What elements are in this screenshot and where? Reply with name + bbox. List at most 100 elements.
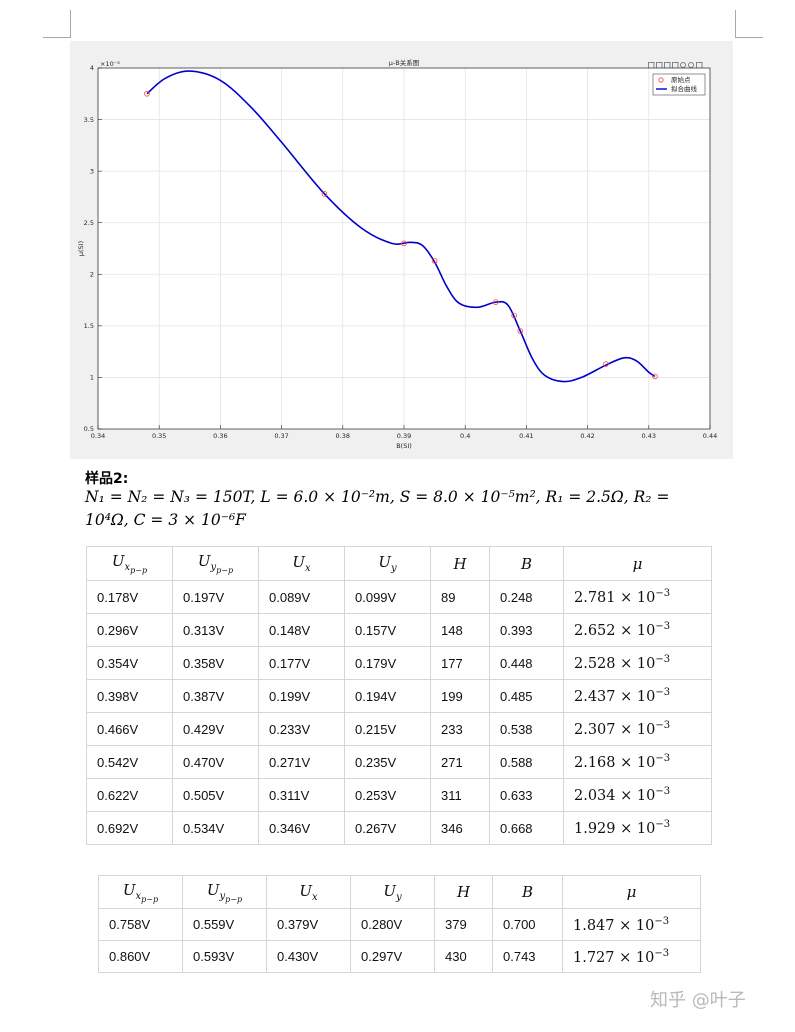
length-formula: L = 6.0 × 10⁻²m, — [260, 488, 395, 506]
mu-cell: 2.528 × 10−3 — [563, 646, 712, 680]
h-cell: 379 — [434, 908, 493, 941]
table-row: 0.758V 0.559V 0.379V 0.280V 379 0.700 1.847 × … — [98, 908, 701, 941]
datatip-icon[interactable] — [664, 62, 671, 69]
ux-cell: 0.089V — [258, 580, 345, 614]
raw-data-point — [652, 373, 658, 380]
y-tick-label: 1.5 — [84, 322, 94, 330]
x-tick-label: 0.36 — [213, 432, 227, 440]
x-axis-label: B(SI) — [396, 442, 412, 450]
raw-data-point — [603, 361, 609, 367]
uy-cell: 0.297V — [350, 940, 435, 973]
raw-data-point — [492, 299, 499, 305]
uy-pp-cell: 0.559V — [182, 908, 267, 941]
col-header-uy-pp: Uyp−p — [172, 546, 259, 581]
uy-pp-cell: 0.534V — [172, 811, 259, 845]
raw-data-point — [431, 258, 438, 264]
ux-cell: 0.271V — [258, 745, 345, 779]
zoom-in-icon[interactable] — [680, 62, 686, 68]
legend-entry: 拟合曲线 — [671, 84, 698, 93]
mu-b-figure: 0.34 0.35 0.36 0.37 0.38 0.39 0.4 0.41 0.42 0.43 0… — [70, 41, 733, 459]
chart-title: μ-B关系图 — [389, 58, 419, 67]
uy-cell: 0.215V — [344, 712, 431, 746]
raw-data-point — [401, 240, 407, 247]
uy-cell: 0.280V — [350, 908, 435, 941]
ux-pp-cell: 0.622V — [86, 778, 173, 812]
uy-pp-cell: 0.593V — [182, 940, 267, 973]
mu-cell: 1.727 × 10−3 — [562, 940, 701, 973]
col-header-mu: μ — [563, 546, 712, 581]
measurement-table-1: Uxp−p Uyp−p Ux Uy H B μ 0.178V 0.197V 0.08… — [86, 546, 712, 845]
table-row: 0.692V 0.534V 0.346V 0.267V 346 0.668 1.929 × … — [86, 811, 712, 845]
uy-cell: 0.253V — [344, 778, 431, 812]
uy-pp-cell: 0.197V — [172, 580, 259, 614]
brush-icon[interactable] — [656, 62, 663, 69]
b-cell: 0.668 — [489, 811, 564, 845]
x-tick-label: 0.39 — [397, 432, 411, 440]
ux-pp-cell: 0.398V — [86, 679, 173, 713]
ux-cell: 0.379V — [266, 908, 351, 941]
x-tick-label: 0.37 — [274, 432, 288, 440]
ux-pp-cell: 0.296V — [86, 613, 173, 647]
h-cell: 148 — [430, 613, 490, 647]
x-tick-label: 0.34 — [91, 432, 105, 440]
mu-cell: 2.168 × 10−3 — [563, 745, 712, 779]
ux-cell: 0.148V — [258, 613, 345, 647]
r2-c-formula: 10⁴Ω, C = 3 × 10⁻⁶F — [85, 511, 246, 529]
uy-pp-cell: 0.429V — [172, 712, 259, 746]
h-cell: 199 — [430, 679, 490, 713]
b-cell: 0.485 — [489, 679, 564, 713]
h-cell: 271 — [430, 745, 490, 779]
y-tick-label: 0.5 — [84, 425, 94, 433]
table-header-row: Uxp−p Uyp−p Ux Uy H B μ — [86, 546, 712, 581]
h-cell: 233 — [430, 712, 490, 746]
mu-cell: 2.781 × 10−3 — [563, 580, 712, 614]
table-row: 0.178V 0.197V 0.089V 0.099V 89 0.248 2.781 × 1… — [86, 580, 712, 614]
turns-formula: N₁ = N₂ = N₃ = 150T, — [85, 488, 256, 506]
y-tick-label: 3.5 — [84, 116, 94, 124]
ux-pp-cell: 0.178V — [86, 580, 173, 614]
sample-heading: 样品2: — [85, 471, 129, 487]
y-tick-label: 2 — [90, 270, 94, 278]
ux-cell: 0.233V — [258, 712, 345, 746]
r2-formula: R₂ = — [633, 488, 670, 506]
legend-entry: 原始点 — [671, 75, 691, 84]
y-axis-label: μ(SI) — [77, 241, 85, 256]
b-cell: 0.538 — [489, 712, 564, 746]
parameters-line-1: N₁ = N₂ = N₃ = 150T, L = 6.0 × 10⁻²m, S … — [85, 488, 725, 506]
col-header-ux-pp: Uxp−p — [98, 875, 183, 909]
ux-cell: 0.311V — [258, 778, 345, 812]
ux-pp-cell: 0.466V — [86, 712, 173, 746]
table-row: 0.296V 0.313V 0.148V 0.157V 148 0.393 2.652 × … — [86, 613, 712, 647]
col-header-mu: μ — [562, 875, 701, 909]
uy-pp-cell: 0.505V — [172, 778, 259, 812]
home-icon[interactable] — [696, 62, 703, 69]
b-cell: 0.248 — [489, 580, 564, 614]
col-header-ux-pp: Uxp−p — [86, 546, 173, 581]
export-icon[interactable] — [648, 62, 655, 69]
ux-pp-cell: 0.860V — [98, 940, 183, 973]
ux-pp-cell: 0.542V — [86, 745, 173, 779]
b-cell: 0.700 — [492, 908, 563, 941]
mu-b-chart: 0.34 0.35 0.36 0.37 0.38 0.39 0.4 0.41 0.42 0.43 0… — [77, 58, 717, 450]
b-cell: 0.448 — [489, 646, 564, 680]
uy-pp-cell: 0.470V — [172, 745, 259, 779]
legend-box — [652, 73, 706, 96]
uy-cell: 0.157V — [344, 613, 431, 647]
ux-cell: 0.346V — [258, 811, 345, 845]
y-exponent-label: ×10⁻³ — [100, 60, 120, 68]
h-cell: 346 — [430, 811, 490, 845]
uy-pp-cell: 0.313V — [172, 613, 259, 647]
table-row: 0.354V 0.358V 0.177V 0.179V 177 0.448 2.528 × … — [86, 646, 712, 680]
mu-cell: 2.652 × 10−3 — [563, 613, 712, 647]
area-formula: S = 8.0 × 10⁻⁵m², — [399, 488, 541, 506]
b-cell: 0.743 — [492, 940, 563, 973]
uy-cell: 0.235V — [344, 745, 431, 779]
raw-data-point — [321, 191, 328, 197]
parameters-line-2: 10⁴Ω, C = 3 × 10⁻⁶F — [85, 511, 725, 529]
legend-point-marker — [658, 77, 664, 83]
pan-icon[interactable] — [672, 62, 679, 69]
zoom-out-icon[interactable] — [688, 62, 694, 68]
uy-cell: 0.099V — [344, 580, 431, 614]
y-tick-label: 3 — [90, 167, 94, 175]
zhihu-watermark: 知乎 @叶子 — [650, 990, 746, 1011]
